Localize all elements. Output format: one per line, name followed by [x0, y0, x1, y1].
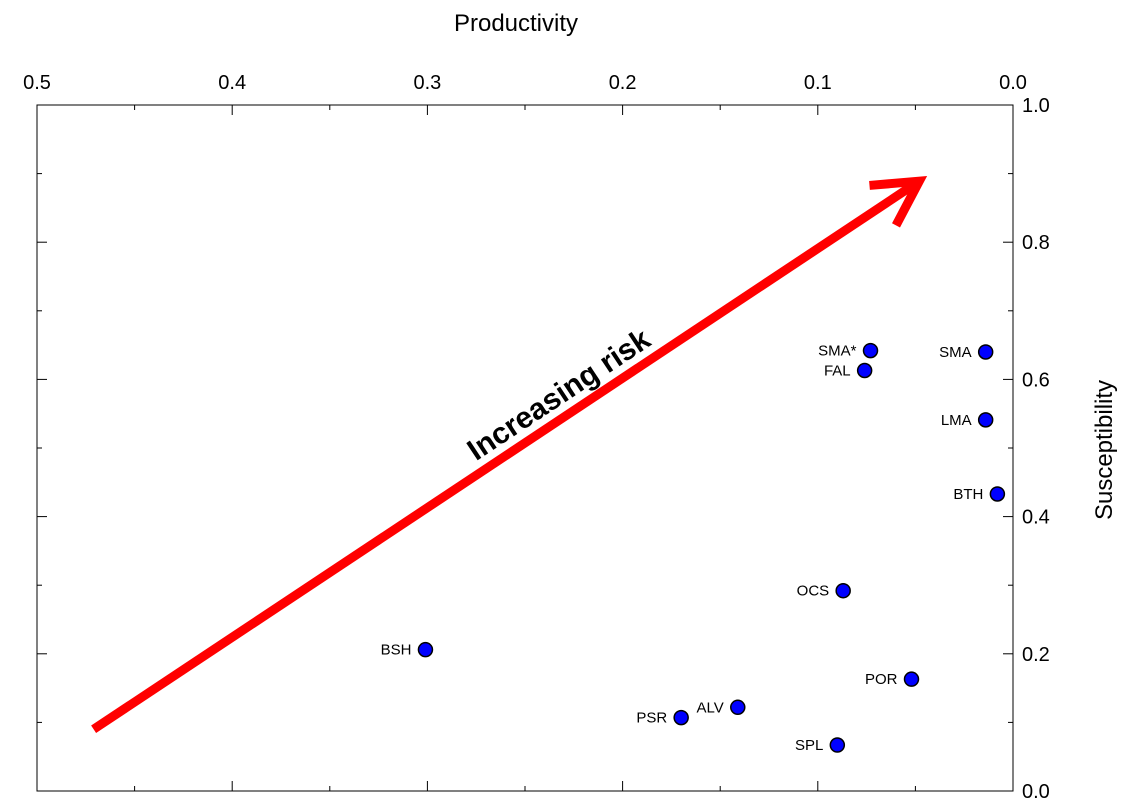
data-point-label: PSR [636, 710, 667, 727]
data-point [903, 671, 920, 687]
x-axis-title: Productivity [454, 10, 578, 37]
data-point-label: SMA* [818, 343, 857, 360]
annotations: Increasing risk [91, 175, 928, 734]
data-point-label: BTH [953, 486, 983, 503]
y-axis-title: Susceptibility [1091, 380, 1118, 520]
increasing-risk-label: Increasing risk [462, 322, 657, 467]
x-tick-label: 0.4 [218, 72, 246, 94]
data-point-label: FAL [824, 362, 851, 379]
x-tick-label: 0.2 [609, 72, 637, 94]
data-point [417, 641, 434, 658]
data-point-label: BSH [381, 642, 412, 659]
axis-ticks: 0.5 0.4 0.3 0.2 0.1 0.0 0.0 0.2 0.4 0.6 0.8 1.0 [23, 72, 1050, 803]
data-point [989, 486, 1006, 502]
y-tick-label: 0.6 [1022, 369, 1050, 391]
data-point [829, 737, 846, 753]
data-point [862, 342, 879, 359]
x-tick-label: 0.1 [804, 72, 832, 94]
data-point-label: LMA [941, 412, 972, 429]
data-point [673, 709, 689, 726]
x-tick-label: 0.3 [413, 72, 441, 94]
risk-arrow-head [869, 175, 928, 228]
data-point [835, 582, 851, 599]
x-tick-label: 0.0 [999, 72, 1027, 94]
data-point-label: SPL [795, 737, 823, 754]
data-point [977, 344, 994, 360]
risk-arrow-shaft [91, 179, 920, 734]
data-points: SMA* FAL SMA LMA BTH OCS BSH POR ALV PSR SPL [381, 342, 1006, 754]
data-point [730, 699, 746, 716]
y-tick-label: 1.0 [1022, 95, 1050, 117]
data-point-label: POR [865, 671, 898, 688]
data-point [977, 412, 994, 428]
y-tick-label: 0.0 [1022, 781, 1050, 803]
data-point-label: OCS [797, 583, 830, 600]
y-tick-label: 0.4 [1022, 507, 1050, 529]
data-point-label: SMA [939, 344, 972, 361]
x-tick-label: 0.5 [23, 72, 51, 94]
y-tick-label: 0.2 [1022, 644, 1050, 666]
data-point-label: ALV [697, 699, 724, 716]
data-point [856, 362, 873, 379]
y-tick-label: 0.8 [1022, 232, 1050, 254]
